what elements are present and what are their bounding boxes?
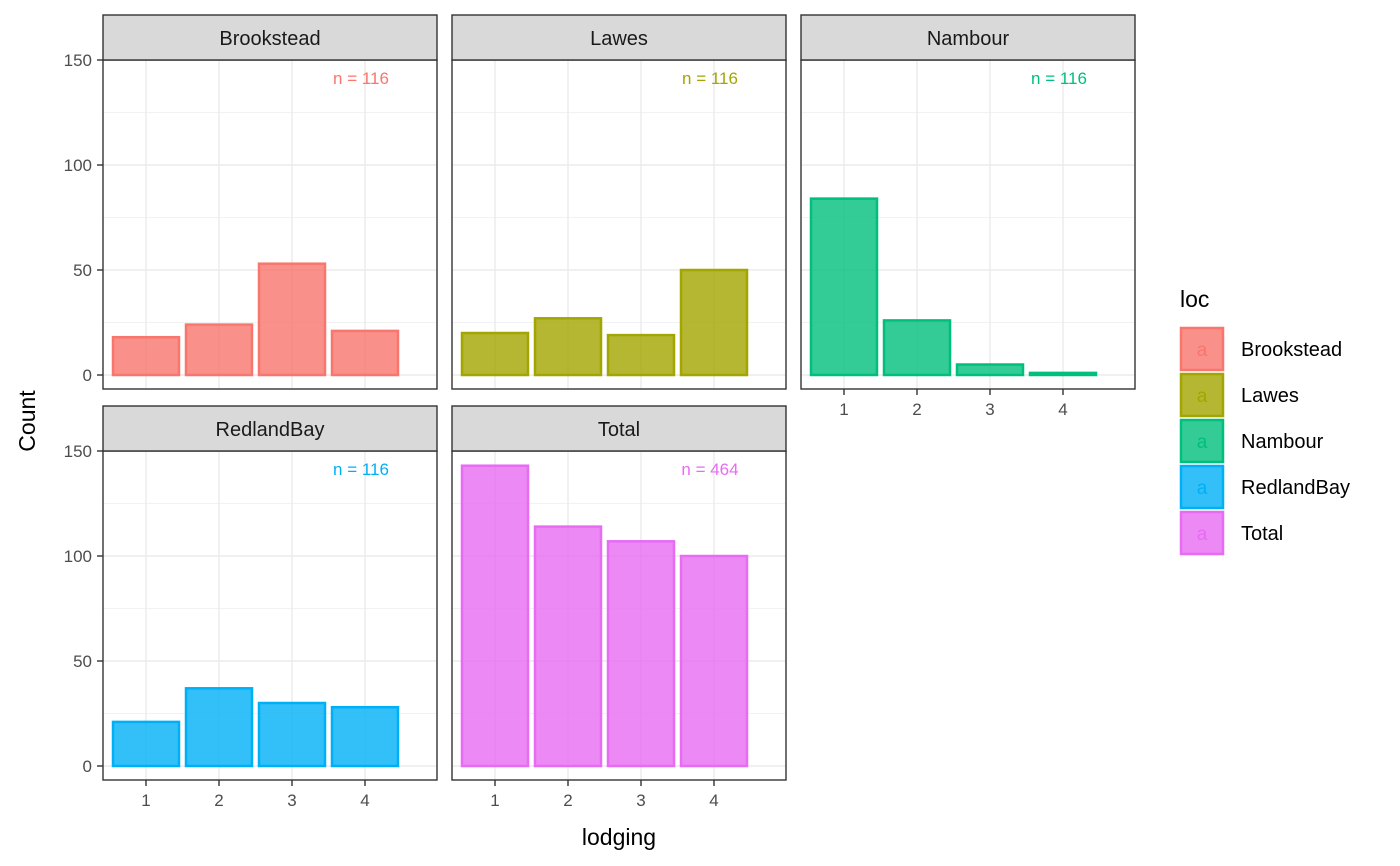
- legend-item-lawes: a Lawes: [1179, 372, 1299, 418]
- legend-title: loc: [1180, 286, 1209, 312]
- y-axis-title: Count: [14, 390, 40, 452]
- strip-total: [451, 405, 787, 452]
- panel-total: n = 464 Total: [451, 405, 787, 781]
- bar-nambour-1: [809, 197, 879, 377]
- bar-brookstead-4: [330, 329, 400, 377]
- panel-brookstead: n = 116 Brookstead: [102, 14, 438, 390]
- legend-key: [1179, 418, 1225, 464]
- x-tick-label: 3: [985, 400, 994, 419]
- bar-total-3: [606, 540, 676, 768]
- bar-nambour-3: [955, 363, 1025, 377]
- x-tick-label: 2: [563, 791, 572, 810]
- bar-lawes-4: [679, 268, 749, 377]
- legend-item-total: a Total: [1179, 510, 1283, 556]
- strip-label-nambour: Nambour: [927, 28, 1010, 50]
- strip-nambour: [800, 14, 1136, 61]
- n-label-redlandbay: n = 116: [333, 460, 389, 479]
- bar-redlandbay-2: [184, 687, 254, 768]
- panels: n = 116 Brookstead n = 116 Lawes n = 116 Namb…: [102, 14, 1136, 781]
- bar-lawes-3: [606, 333, 676, 377]
- bar-nambour-4: [1028, 371, 1098, 377]
- panel-redlandbay: n = 116 RedlandBay: [102, 405, 438, 781]
- legend-key-glyph: a: [1197, 478, 1208, 499]
- bar-redlandbay-3: [257, 701, 327, 768]
- x-tick-label: 3: [636, 791, 645, 810]
- y-tick-label: 0: [83, 757, 92, 776]
- bar-nambour-2: [882, 319, 952, 377]
- strip-label-brookstead: Brookstead: [219, 28, 320, 50]
- n-label-nambour: n = 116: [1031, 69, 1087, 88]
- legend-key: [1179, 464, 1225, 510]
- legend-key: [1179, 372, 1225, 418]
- x-tick-label: 1: [490, 791, 499, 810]
- x-tick-label: 1: [839, 400, 848, 419]
- x-tick-label: 4: [709, 791, 718, 810]
- panel-nambour: n = 116 Nambour: [800, 14, 1136, 390]
- x-tick-label: 2: [214, 791, 223, 810]
- n-label-lawes: n = 116: [682, 69, 738, 88]
- n-label-total: n = 464: [681, 460, 738, 479]
- x-tick-label: 4: [360, 791, 369, 810]
- x-tick-label: 2: [912, 400, 921, 419]
- legend-label: Brookstead: [1241, 339, 1342, 361]
- legend-item-brookstead: a Brookstead: [1179, 326, 1342, 372]
- legend-label: Lawes: [1241, 385, 1299, 407]
- strip-redlandbay: [102, 405, 438, 452]
- panel-lawes: n = 116 Lawes: [451, 14, 787, 390]
- strip-lawes: [451, 14, 787, 61]
- x-tick-label: 1: [141, 791, 150, 810]
- x-tick-label: 3: [287, 791, 296, 810]
- legend-item-redlandbay: a RedlandBay: [1179, 464, 1350, 510]
- legend-key: [1179, 326, 1225, 372]
- legend-label: RedlandBay: [1241, 477, 1350, 499]
- y-tick-label: 150: [64, 51, 92, 70]
- y-tick-label: 50: [73, 652, 92, 671]
- strip-label-lawes: Lawes: [590, 28, 648, 50]
- strip-brookstead: [102, 14, 438, 61]
- bar-total-1: [460, 464, 530, 768]
- legend-label: Nambour: [1241, 431, 1324, 453]
- legend-item-nambour: a Nambour: [1179, 418, 1324, 464]
- x-tick-label: 4: [1058, 400, 1067, 419]
- y-axes: 0 50 100 150 0 50 100 150: [64, 51, 103, 776]
- legend-key-glyph: a: [1197, 386, 1208, 407]
- bar-total-2: [533, 525, 603, 768]
- bar-lawes-1: [460, 331, 530, 377]
- bar-lawes-2: [533, 317, 603, 377]
- legend: loc a Brookstead a Lawes a Nambour a RedlandBay…: [1179, 286, 1350, 556]
- y-tick-label: 150: [64, 442, 92, 461]
- n-label-brookstead: n = 116: [333, 69, 389, 88]
- y-tick-label: 100: [64, 156, 92, 175]
- x-axis-title: lodging: [582, 824, 656, 850]
- legend-key-glyph: a: [1197, 524, 1208, 545]
- y-tick-label: 0: [83, 366, 92, 385]
- bar-redlandbay-4: [330, 705, 400, 768]
- bar-brookstead-3: [257, 262, 327, 377]
- bar-total-4: [679, 554, 749, 768]
- y-tick-label: 100: [64, 547, 92, 566]
- bar-brookstead-2: [184, 323, 254, 377]
- y-tick-label: 50: [73, 261, 92, 280]
- legend-label: Total: [1241, 523, 1283, 545]
- legend-key-glyph: a: [1197, 340, 1208, 361]
- legend-key-glyph: a: [1197, 432, 1208, 453]
- bar-redlandbay-1: [111, 720, 181, 768]
- strip-label-redlandbay: RedlandBay: [216, 419, 325, 441]
- bar-brookstead-1: [111, 335, 181, 377]
- strip-label-total: Total: [598, 419, 640, 441]
- x-axes: 1 2 3 4 1 2 3 4 1 2 3 4: [141, 389, 1068, 810]
- legend-key: [1179, 510, 1225, 556]
